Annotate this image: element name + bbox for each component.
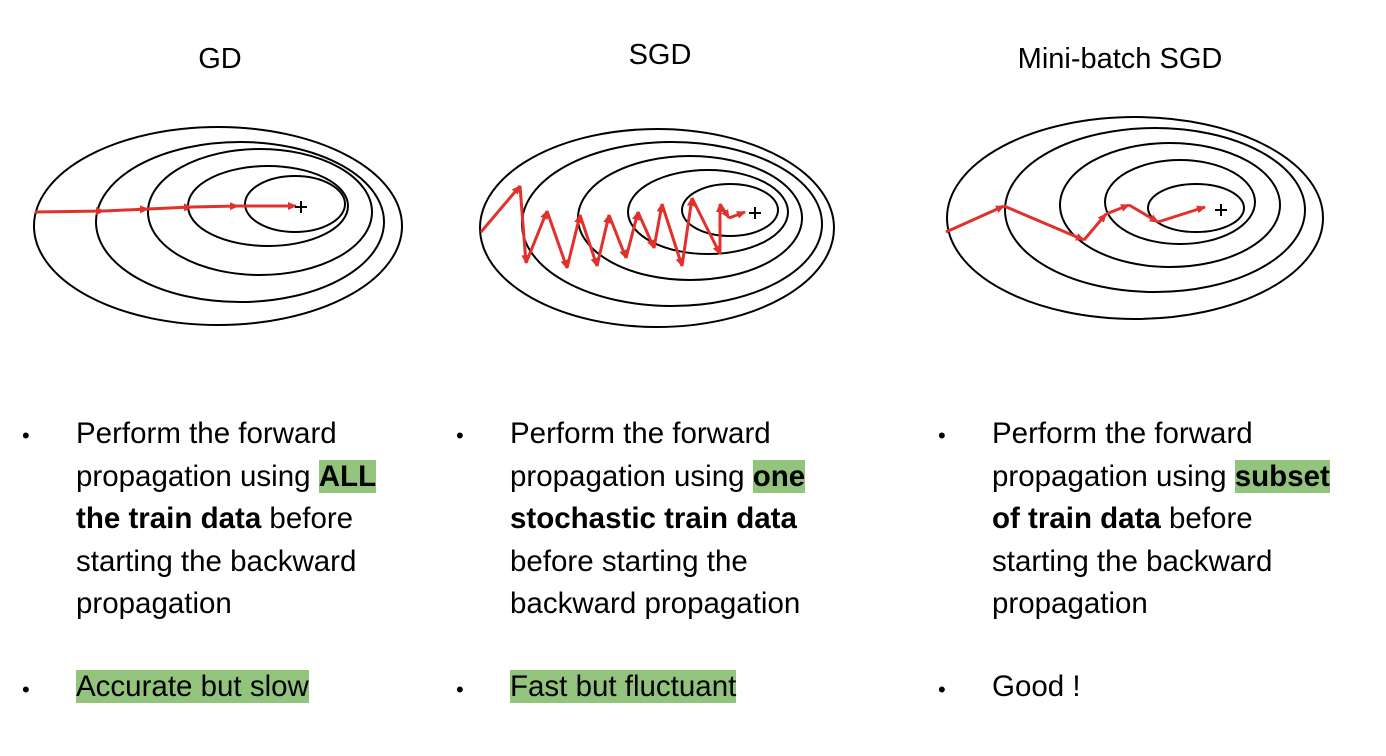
bullet-dot-icon: • xyxy=(456,423,464,448)
contour-ring xyxy=(627,169,789,255)
descent-step xyxy=(1003,204,1085,242)
descent-step xyxy=(660,203,684,267)
contour-ring xyxy=(521,141,823,307)
contour-ring xyxy=(479,128,835,328)
description: Perform the forward propagation using on… xyxy=(510,417,806,620)
minibatch-column: Mini-batch SGD • Perform the xyxy=(900,0,1386,756)
descent-step xyxy=(607,214,628,259)
column-title: Mini-batch SGD xyxy=(1017,43,1223,75)
descent-step xyxy=(34,207,105,216)
highlight-keyword: one xyxy=(752,459,806,493)
plus-icon xyxy=(1215,204,1227,216)
bullet-dot-icon: • xyxy=(938,423,946,448)
descent-step xyxy=(718,203,731,219)
descent-step xyxy=(636,211,656,249)
bullet-dot-icon: • xyxy=(22,677,30,702)
plus-icon xyxy=(295,201,307,213)
descent-step xyxy=(652,203,665,249)
bullet-dot-icon: • xyxy=(22,423,30,448)
descent-step xyxy=(565,214,582,269)
descent-step xyxy=(518,185,530,264)
descent-step xyxy=(690,197,722,255)
contour-ring xyxy=(244,175,346,233)
column-title: GD xyxy=(198,43,242,75)
description: Perform the forward propagation using AL… xyxy=(76,417,377,620)
minibatch-contour-diagram xyxy=(945,116,1324,320)
descent-step xyxy=(945,204,1005,234)
verdict: Fast but fluctuant xyxy=(510,670,737,703)
contour-ring xyxy=(946,116,1324,320)
descent-step xyxy=(479,185,522,233)
contour-ring xyxy=(95,141,385,303)
highlight-keyword: subset xyxy=(1234,459,1330,493)
sgd-contour-diagram xyxy=(479,128,835,328)
descent-step xyxy=(191,202,239,211)
contour-ring xyxy=(1104,159,1256,245)
descent-step xyxy=(1128,203,1159,224)
descent-step xyxy=(147,203,193,212)
descent-step xyxy=(1157,205,1206,224)
descent-step xyxy=(595,214,612,267)
contour-ring xyxy=(147,148,373,276)
bullet-dot-icon: • xyxy=(938,677,946,702)
column-title: SGD xyxy=(628,39,692,71)
gd-column: GD • Perform the forward propaga xyxy=(0,0,440,756)
contour-ring xyxy=(1059,142,1281,268)
descent-step xyxy=(680,197,695,267)
verdict: Good ! xyxy=(992,670,1081,703)
sgd-column: SGD xyxy=(440,0,900,756)
gd-contour-diagram xyxy=(33,126,403,326)
verdict: Accurate but slow xyxy=(76,670,309,703)
contour-ring xyxy=(681,183,779,237)
contour-ring xyxy=(1147,183,1245,233)
descent-step xyxy=(728,210,746,220)
contour-ring xyxy=(33,126,403,326)
descent-step xyxy=(524,210,549,264)
descent-step xyxy=(1105,203,1130,216)
descent-step xyxy=(545,210,569,269)
descent-step xyxy=(624,211,640,259)
descent-step xyxy=(578,214,599,267)
contour-ring xyxy=(1004,127,1306,293)
highlight-keyword: ALL xyxy=(318,459,377,493)
description: Perform the forward propagation using su… xyxy=(992,417,1330,620)
descent-step xyxy=(103,205,149,214)
descent-step xyxy=(1082,213,1108,241)
bullet-dot-icon: • xyxy=(456,677,464,702)
plus-icon xyxy=(749,207,761,219)
